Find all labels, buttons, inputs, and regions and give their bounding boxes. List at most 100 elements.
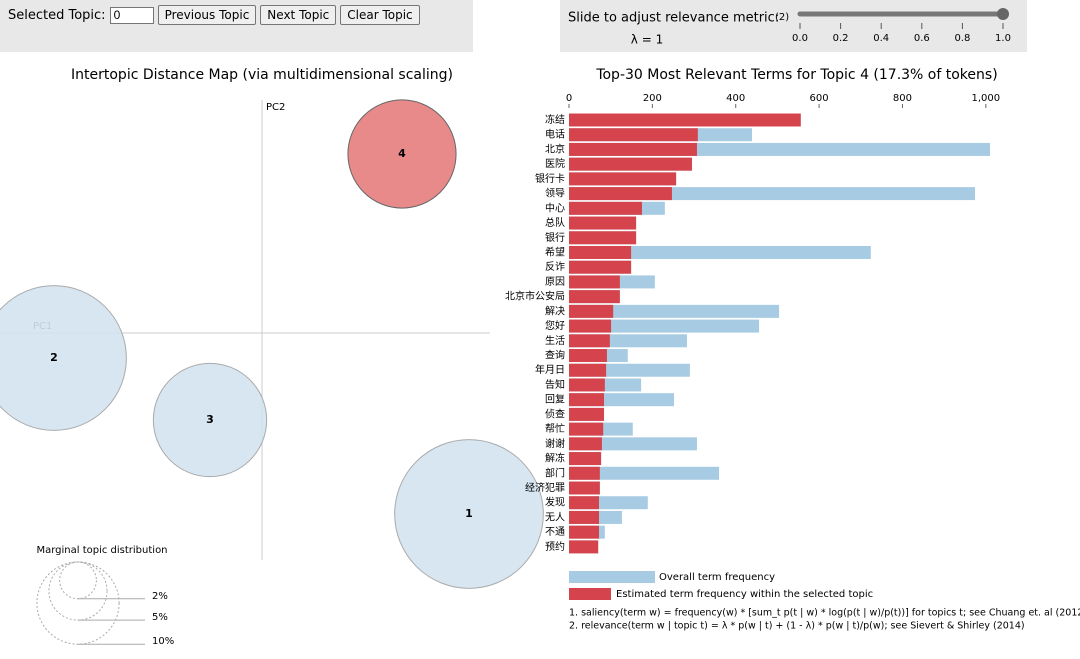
term-bar[interactable] [569,422,604,436]
term-label: 您好 [545,319,565,332]
size-legend-circle [48,561,108,621]
size-legend-title: Marginal topic distribution [36,545,167,556]
term-bar[interactable] [569,275,620,289]
term-bar[interactable] [569,201,642,215]
topic-circle[interactable] [0,285,127,431]
term-bar[interactable] [569,142,697,156]
size-legend-label: 10% [152,636,174,647]
x-tick-label: 0 [566,93,572,104]
term-bar[interactable] [569,378,605,392]
size-legend-circle [36,561,120,645]
term-label: 预约 [545,540,565,553]
term-label: 解决 [545,304,565,317]
term-label: 电话 [545,128,565,141]
term-label: 回复 [545,393,565,406]
previous-topic-button[interactable]: Previous Topic [157,5,257,25]
footnote: 1. saliency(term w) = frequency(w) * [su… [569,608,1080,619]
term-label: 生活 [545,334,565,347]
term-bar[interactable] [569,452,602,466]
term-bar[interactable] [569,437,602,451]
topic-label: 2 [50,351,58,364]
term-bar[interactable] [569,481,600,495]
term-label: 告知 [545,378,565,391]
term-bar[interactable] [569,393,605,407]
selected-topic-input[interactable] [109,6,154,24]
term-bar[interactable] [569,304,780,318]
term-label: 北京市公安局 [505,290,565,303]
x-tick-label: 800 [893,93,912,104]
term-bar[interactable] [569,319,612,333]
slider-tick-label: 0.4 [873,33,889,44]
term-bar[interactable] [569,172,677,186]
chart-title: Intertopic Distance Map (via multidimens… [71,67,453,83]
term-bar[interactable] [569,128,698,142]
x-tick-label: 1,000 [972,93,1001,104]
slider-tick-label: 0.8 [954,33,970,44]
term-label: 解冻 [545,452,565,465]
term-bar[interactable] [569,304,614,318]
term-bar[interactable] [569,334,610,348]
term-bar[interactable] [569,466,600,480]
term-bar[interactable] [569,157,692,171]
pc2-label: PC2 [266,102,285,113]
term-bar[interactable] [569,216,637,230]
legend-label: Overall term frequency [659,572,775,583]
term-bar[interactable] [569,231,637,245]
term-bar[interactable] [569,187,672,201]
term-bar[interactable] [569,349,607,363]
slider-tick-label: 0.2 [833,33,849,44]
slider-note: (2) [775,12,789,23]
x-tick-label: 200 [643,93,662,104]
next-topic-button[interactable]: Next Topic [260,5,337,25]
term-label: 医院 [545,157,565,170]
term-bar[interactable] [569,496,600,510]
term-bar[interactable] [569,113,801,127]
x-tick-label: 600 [810,93,829,104]
term-label: 经济犯罪 [525,481,565,494]
term-bar[interactable] [569,407,605,421]
size-legend-circle [59,561,97,600]
topic-label: 3 [206,413,214,426]
term-bar[interactable] [569,319,760,333]
term-label: 原因 [545,276,565,288]
topic-circle[interactable] [347,99,457,209]
size-legend-label: 2% [152,591,168,602]
term-label: 北京 [545,142,565,155]
chart-title: Top-30 Most Relevant Terms for Topic 4 (… [595,67,997,83]
slider-tick-label: 0.6 [914,33,930,44]
term-label: 查询 [545,349,565,362]
term-bar[interactable] [569,525,600,539]
clear-topic-button[interactable]: Clear Topic [340,5,420,25]
term-bar[interactable] [569,245,871,259]
legend-swatch [569,571,655,583]
topic-circle[interactable] [394,439,544,589]
term-label: 希望 [545,245,565,258]
topic-circle[interactable] [152,362,268,478]
term-label: 领导 [545,187,565,200]
term-label: 总队 [545,216,565,229]
term-label: 谢谢 [545,437,565,450]
selected-topic-label: Selected Topic: [8,7,106,23]
topic-label: 1 [465,507,473,520]
size-legend-label: 5% [152,612,168,623]
lambda-label: λ = 1 [631,33,663,47]
term-bar[interactable] [569,466,720,480]
term-bar[interactable] [569,290,620,304]
term-label: 年月日 [535,363,565,376]
term-bar[interactable] [569,510,600,524]
legend-label: Estimated term frequency within the sele… [616,589,873,600]
term-label: 无人 [545,511,565,523]
term-bar[interactable] [569,363,607,377]
legend-swatch [569,588,611,600]
term-bar[interactable] [569,260,632,274]
term-label: 不通 [545,526,565,538]
term-label: 反诈 [545,261,565,273]
term-label: 发现 [545,496,565,509]
term-bar[interactable] [569,540,599,554]
footnote: 2. relevance(term w | topic t) = λ * p(w… [569,621,1025,632]
term-bar[interactable] [569,245,632,259]
topic-controls: Selected Topic: Previous Topic Next Topi… [8,5,420,25]
slider-thumb[interactable] [997,8,1009,20]
